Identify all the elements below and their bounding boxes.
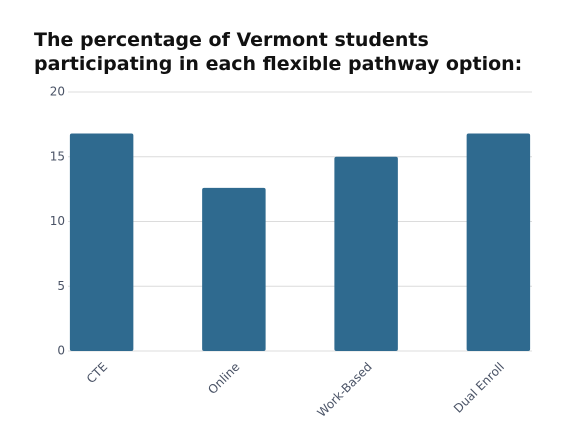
bar [334, 156, 398, 351]
x-tick-label: Online [205, 360, 242, 397]
y-tick-label: 0 [57, 344, 65, 358]
x-tick-label: CTE [84, 360, 110, 386]
bar [466, 133, 531, 351]
bar [69, 133, 134, 351]
y-tick-label: 15 [50, 149, 65, 163]
bar [202, 187, 266, 351]
y-tick-label: 20 [50, 85, 65, 99]
y-tick-label: 5 [57, 279, 65, 293]
chart-title: The percentage of Vermont students parti… [34, 29, 523, 75]
x-tick-label: Dual Enroll [451, 360, 507, 416]
x-tick-label: Work-Based [315, 360, 375, 420]
y-tick-label: 10 [50, 214, 65, 228]
